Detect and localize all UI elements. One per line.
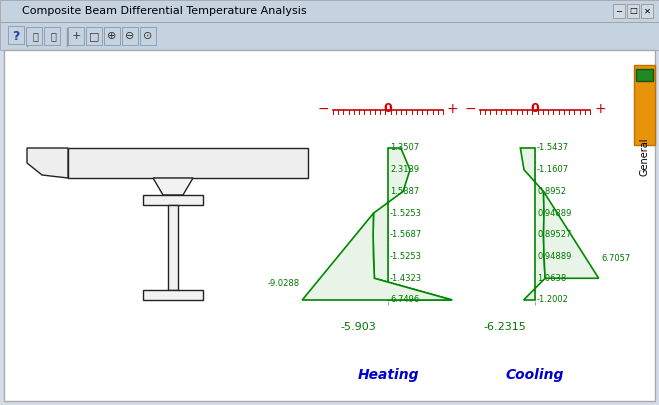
Text: ⊙: ⊙	[143, 31, 153, 41]
Bar	[613, 4, 625, 18]
Text: ?: ?	[13, 30, 20, 43]
Bar	[122, 27, 138, 45]
Polygon shape	[27, 148, 68, 178]
Bar	[140, 27, 156, 45]
Bar	[634, 65, 655, 145]
Bar	[104, 27, 120, 45]
Text: -1.5687: -1.5687	[390, 230, 422, 239]
Text: -1.5437: -1.5437	[537, 143, 569, 153]
Text: 0: 0	[384, 102, 392, 115]
Text: -1.5253: -1.5253	[390, 209, 422, 217]
Text: +: +	[594, 102, 606, 116]
Text: 1.0638: 1.0638	[537, 274, 566, 283]
Text: □: □	[629, 6, 637, 15]
Text: -1.2002: -1.2002	[537, 296, 569, 305]
Polygon shape	[544, 192, 599, 278]
Polygon shape	[153, 178, 193, 195]
Bar	[641, 4, 653, 18]
Polygon shape	[373, 148, 452, 300]
Text: ⊕: ⊕	[107, 31, 117, 41]
Text: -1.5253: -1.5253	[390, 252, 422, 261]
Text: +: +	[71, 31, 80, 41]
Text: -9.0288: -9.0288	[267, 279, 299, 288]
Text: 0.94889: 0.94889	[537, 209, 571, 217]
Bar	[8, 26, 24, 44]
Polygon shape	[521, 148, 545, 300]
Text: −: −	[465, 102, 476, 116]
Bar	[4, 50, 655, 401]
Polygon shape	[302, 213, 452, 300]
Text: -1.4323: -1.4323	[390, 274, 422, 283]
Text: 1.5887: 1.5887	[390, 187, 419, 196]
Text: -5.903: -5.903	[340, 322, 376, 332]
Bar	[68, 27, 84, 45]
Bar	[143, 290, 203, 300]
Bar	[168, 205, 178, 290]
Text: -1.1607: -1.1607	[537, 165, 569, 174]
Text: 6.7496: 6.7496	[390, 296, 419, 305]
Text: 0: 0	[530, 102, 539, 115]
Bar	[44, 27, 60, 45]
Bar	[68, 148, 308, 178]
Text: ✕: ✕	[643, 6, 650, 15]
Bar	[0, 22, 659, 50]
Text: ─: ─	[617, 6, 621, 15]
Text: 1.3507: 1.3507	[390, 143, 419, 153]
Text: 0.94889: 0.94889	[537, 252, 571, 261]
Text: 0.8952: 0.8952	[537, 187, 566, 196]
Bar	[26, 27, 42, 45]
Bar	[636, 69, 653, 81]
Text: 0.89527: 0.89527	[537, 230, 571, 239]
Bar	[143, 195, 203, 205]
Text: −: −	[318, 102, 329, 116]
Text: 2.3139: 2.3139	[390, 165, 419, 174]
Text: ⊖: ⊖	[125, 31, 134, 41]
Text: 🖨: 🖨	[50, 31, 56, 41]
Bar	[0, 0, 659, 22]
Text: Cooling: Cooling	[506, 368, 564, 382]
Text: +: +	[447, 102, 459, 116]
Text: 📄: 📄	[32, 31, 38, 41]
Text: Composite Beam Differential Temperature Analysis: Composite Beam Differential Temperature …	[22, 6, 306, 16]
Text: □: □	[89, 31, 100, 41]
Text: General: General	[639, 137, 650, 175]
Bar	[86, 27, 102, 45]
Text: -6.2315: -6.2315	[484, 322, 527, 332]
Text: Heating: Heating	[357, 368, 418, 382]
Text: 6.7057: 6.7057	[602, 254, 631, 263]
Bar	[627, 4, 639, 18]
